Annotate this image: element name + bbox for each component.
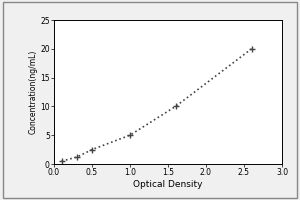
Y-axis label: Concentration(ng/mL): Concentration(ng/mL)	[28, 50, 38, 134]
X-axis label: Optical Density: Optical Density	[133, 180, 203, 189]
